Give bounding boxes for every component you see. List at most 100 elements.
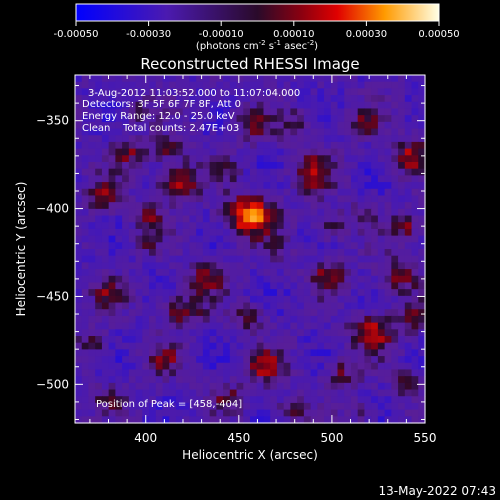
- heatmap-cell: [182, 115, 191, 123]
- heatmap-cell: [101, 182, 110, 190]
- heatmap-cell: [115, 195, 123, 203]
- heatmap-cell: [364, 369, 372, 377]
- heatmap-cell: [175, 168, 184, 176]
- heatmap-cell: [317, 168, 325, 176]
- heatmap-cell: [162, 342, 170, 350]
- heatmap-cell: [290, 141, 298, 150]
- heatmap-cell: [297, 128, 305, 136]
- heatmap-cell: [364, 115, 372, 123]
- heatmap-cell: [344, 255, 352, 263]
- heatmap-cell: [350, 269, 359, 277]
- heatmap-cell: [297, 255, 305, 263]
- heatmap-cell: [324, 202, 332, 210]
- heatmap-cell: [95, 349, 103, 357]
- heatmap-cell: [142, 162, 150, 170]
- heatmap-cell: [202, 228, 211, 237]
- heatmap-cell: [398, 275, 406, 284]
- heatmap-cell: [371, 262, 379, 270]
- heatmap-cell: [297, 369, 305, 377]
- heatmap-cell: [270, 202, 278, 210]
- heatmap-cell: [101, 382, 110, 391]
- heatmap-cell: [404, 222, 413, 230]
- heatmap-cell: [189, 121, 197, 130]
- heatmap-cell: [330, 222, 339, 230]
- heatmap-cell: [256, 342, 265, 350]
- heatmap-cell: [350, 215, 359, 223]
- heatmap-cell: [263, 275, 271, 284]
- heatmap-cell: [364, 81, 372, 89]
- heatmap-cell: [391, 302, 399, 310]
- heatmap-cell: [229, 108, 238, 116]
- heatmap-cell: [250, 402, 258, 411]
- heatmap-cell: [128, 135, 137, 143]
- heatmap-cell: [364, 101, 372, 110]
- heatmap-cell: [162, 182, 170, 190]
- heatmap-cell: [75, 342, 83, 350]
- heatmap-cell: [303, 101, 312, 110]
- heatmap-cell: [243, 215, 251, 223]
- heatmap-cell: [411, 362, 419, 371]
- heatmap-cell: [364, 416, 372, 424]
- heatmap-cell: [283, 336, 291, 344]
- heatmap-cell: [196, 141, 204, 150]
- heatmap-cell: [297, 115, 305, 123]
- heatmap-cell: [371, 228, 379, 237]
- heatmap-cell: [290, 135, 298, 143]
- heatmap-cell: [189, 269, 197, 277]
- heatmap-cell: [135, 228, 143, 237]
- heatmap-cell: [196, 242, 204, 250]
- heatmap-cell: [202, 222, 211, 230]
- heatmap-cell: [95, 255, 103, 263]
- heatmap-cell: [189, 322, 197, 330]
- heatmap-cell: [250, 155, 258, 163]
- heatmap-cell: [344, 188, 352, 197]
- heatmap-cell: [270, 289, 278, 297]
- heatmap-cell: [270, 175, 278, 183]
- heatmap-cell: [122, 295, 130, 304]
- heatmap-cell: [182, 155, 191, 163]
- heatmap-cell: [223, 309, 231, 317]
- heatmap-cell: [115, 382, 123, 391]
- heatmap-cell: [236, 309, 244, 317]
- heatmap-cell: [169, 202, 177, 210]
- heatmap-cell: [344, 382, 352, 391]
- heatmap-cell: [162, 382, 170, 391]
- heatmap-cell: [182, 101, 191, 110]
- heatmap-cell: [115, 376, 123, 384]
- heatmap-cell: [122, 409, 130, 417]
- heatmap-cell: [142, 128, 150, 136]
- heatmap-cell: [135, 242, 143, 250]
- heatmap-cell: [229, 148, 238, 156]
- heatmap-cell: [223, 362, 231, 371]
- heatmap-cell: [175, 242, 184, 250]
- heatmap-cell: [290, 329, 298, 337]
- heatmap-cell: [88, 168, 96, 176]
- heatmap-cell: [303, 148, 312, 156]
- heatmap-cell: [337, 369, 345, 377]
- heatmap-cell: [236, 215, 244, 223]
- heatmap-cell: [384, 249, 392, 257]
- heatmap-cell: [398, 356, 406, 364]
- heatmap-cell: [196, 329, 204, 337]
- heatmap-cell: [418, 402, 426, 411]
- heatmap-cell: [270, 88, 278, 96]
- heatmap-cell: [115, 215, 123, 223]
- heatmap-cell: [398, 188, 406, 197]
- heatmap-cell: [88, 402, 96, 411]
- heatmap-cell: [330, 376, 339, 384]
- heatmap-cell: [317, 275, 325, 284]
- heatmap-cell: [75, 309, 83, 317]
- heatmap-cell: [122, 315, 130, 324]
- heatmap-cell: [101, 208, 110, 217]
- heatmap-cell: [95, 215, 103, 223]
- heatmap-cell: [384, 75, 392, 83]
- heatmap-cell: [95, 101, 103, 110]
- heatmap-cell: [398, 289, 406, 297]
- heatmap-cell: [175, 275, 184, 284]
- heatmap-cell: [128, 402, 137, 411]
- heatmap-cell: [236, 349, 244, 357]
- heatmap-cell: [216, 81, 224, 89]
- heatmap-cell: [128, 342, 137, 350]
- heatmap-cell: [350, 275, 359, 284]
- heatmap-cell: [404, 195, 413, 203]
